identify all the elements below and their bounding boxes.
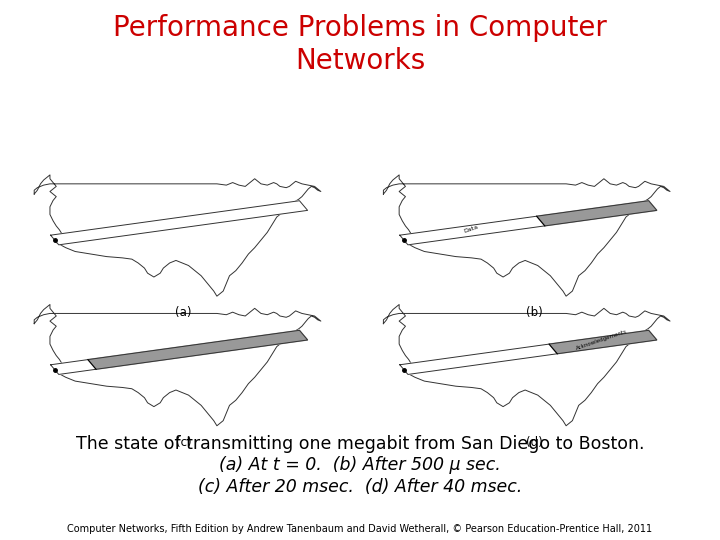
Polygon shape: [400, 330, 657, 374]
Polygon shape: [50, 201, 307, 245]
Polygon shape: [536, 201, 657, 226]
Text: Computer Networks, Fifth Edition by Andrew Tanenbaum and David Wetherall, © Pear: Computer Networks, Fifth Edition by Andr…: [68, 523, 652, 534]
Text: (d): (d): [526, 436, 543, 449]
Polygon shape: [88, 330, 307, 369]
Text: (c): (c): [176, 436, 192, 449]
Text: (a) At t = 0.  (b) After 500 μ sec.: (a) At t = 0. (b) After 500 μ sec.: [219, 456, 501, 474]
Text: (c) After 20 msec.  (d) After 40 msec.: (c) After 20 msec. (d) After 40 msec.: [198, 478, 522, 496]
Text: (b): (b): [526, 306, 543, 319]
Text: (a): (a): [176, 306, 192, 319]
Polygon shape: [50, 330, 307, 374]
Polygon shape: [549, 330, 657, 354]
Polygon shape: [400, 201, 657, 245]
Text: Performance Problems in Computer
Networks: Performance Problems in Computer Network…: [113, 14, 607, 75]
Text: Acknowledgements: Acknowledgements: [575, 329, 628, 352]
Text: Data: Data: [463, 224, 479, 233]
Text: The state of transmitting one megabit from San Diego to Boston.: The state of transmitting one megabit fr…: [76, 435, 644, 453]
